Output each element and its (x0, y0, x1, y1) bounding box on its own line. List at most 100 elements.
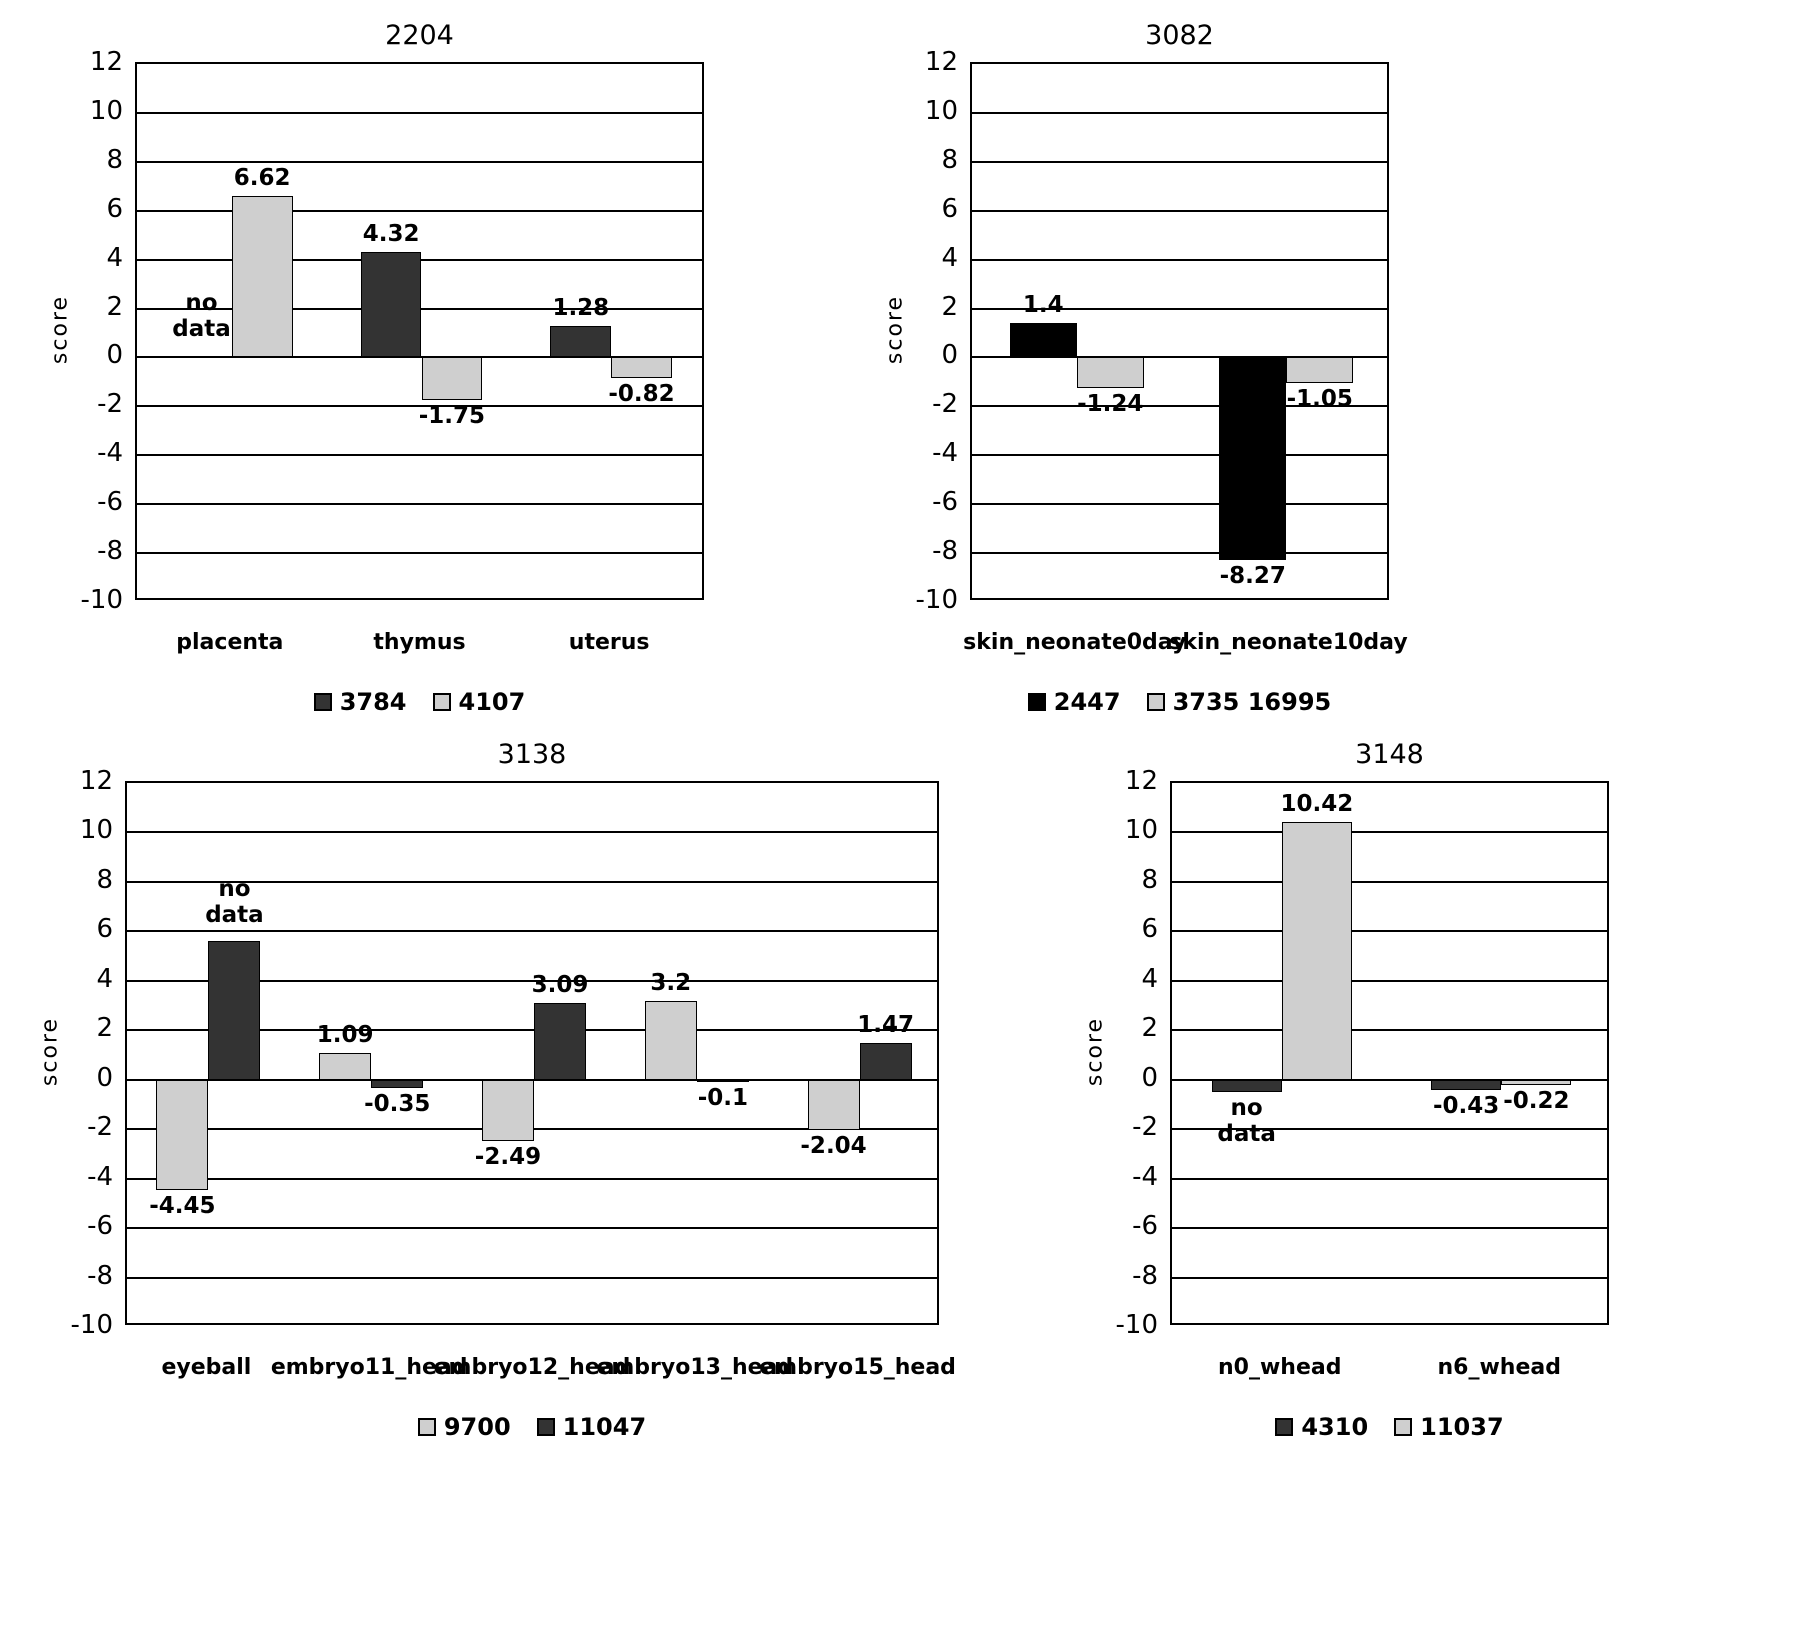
gridline (1172, 1227, 1607, 1230)
legend: 3784 4107 (135, 688, 704, 716)
chart-title: 3148 (1355, 739, 1424, 770)
legend-series-label: 4107 (458, 688, 526, 716)
bar (550, 326, 612, 358)
y-tick-label: -10 (1115, 1310, 1158, 1340)
y-tick-label: 2 (96, 1013, 113, 1044)
gridline (137, 111, 702, 114)
legend-item: 4310 (1275, 1413, 1368, 1441)
legend-swatch (1027, 693, 1046, 711)
gridline (972, 209, 1387, 212)
bar (859, 1043, 912, 1080)
bar (371, 1079, 424, 1089)
y-tick-label: -6 (97, 487, 123, 518)
bar-value-label: -2.49 (474, 1144, 542, 1171)
bar-value-label: -0.22 (1503, 1088, 1570, 1115)
bar-value-label: 1.4 (1022, 292, 1064, 319)
bar (1286, 357, 1354, 384)
y-tick-label: 2 (1141, 1013, 1158, 1044)
y-tick-label: 2 (106, 291, 123, 322)
chart-title: 3138 (497, 739, 567, 770)
gridline (972, 454, 1387, 457)
gridline (127, 1276, 937, 1279)
bar-value-label: -1.05 (1286, 386, 1353, 413)
legend-swatch (1275, 1418, 1294, 1436)
legend-series-label: 9700 (443, 1413, 511, 1441)
legend-series-label: 3784 (339, 688, 407, 716)
bar-value-label: 1.47 (857, 1012, 915, 1039)
y-tick-label: 0 (941, 340, 958, 371)
bar-value-label: 1.09 (316, 1021, 374, 1048)
y-tick-label: 8 (1141, 864, 1158, 895)
y-tick-label: 2 (941, 291, 958, 322)
gridline (972, 307, 1387, 310)
y-tick-label: 0 (96, 1062, 113, 1093)
bar-value-label: 3.09 (531, 972, 589, 999)
legend: 4310 11037 (1170, 1413, 1609, 1441)
y-tick-label: 0 (106, 340, 123, 371)
legend-series-label: 4310 (1301, 1413, 1369, 1441)
gridline (972, 356, 1387, 359)
gridline (137, 209, 702, 212)
y-tick-label: -2 (97, 389, 123, 420)
y-tick-label: 6 (96, 914, 113, 945)
gridline (1172, 1128, 1607, 1131)
gridline (972, 552, 1387, 555)
y-tick-label: 10 (1124, 815, 1158, 846)
y-tick-label: -6 (932, 487, 958, 518)
bar-value-label: 10.42 (1280, 791, 1354, 818)
gridline (137, 356, 702, 359)
gridline (972, 258, 1387, 261)
x-category-label: thymus (373, 630, 466, 655)
y-tick-label: 4 (106, 242, 123, 273)
gridline (127, 1029, 937, 1032)
bar-value-label: 1.28 (552, 295, 610, 322)
y-tick-label: -10 (70, 1310, 113, 1340)
bar-value-label: 4.32 (362, 220, 420, 247)
bar (1211, 1079, 1282, 1093)
bar (644, 1000, 697, 1080)
bar (208, 941, 261, 1080)
bar-value-label: -0.82 (608, 380, 675, 407)
gridline (1172, 1029, 1607, 1032)
y-tick-label: -4 (1132, 1161, 1158, 1192)
y-tick-label: 6 (1141, 914, 1158, 945)
bar-value-label: -8.27 (1219, 562, 1286, 589)
bar (481, 1079, 534, 1142)
y-tick-label: 8 (941, 144, 958, 175)
legend-swatch (1146, 693, 1165, 711)
gridline (127, 831, 937, 834)
plot-area: no data 10.42 -0.43 -0.22 (1170, 781, 1609, 1325)
legend-series-label: 2447 (1053, 688, 1121, 716)
bar (1009, 323, 1077, 358)
legend-swatch (313, 693, 332, 711)
bar-value-label: -0.35 (364, 1091, 431, 1118)
legend-item: 11047 (536, 1413, 646, 1441)
legend-item: 4107 (432, 688, 526, 716)
bar (1501, 1079, 1572, 1086)
gridline (137, 552, 702, 555)
gridline (137, 405, 702, 408)
x-category-label: n6_whead (1437, 1355, 1561, 1380)
legend-series-label: 11037 (1420, 1413, 1504, 1441)
gridline (972, 111, 1387, 114)
y-tick-label: -2 (1132, 1112, 1158, 1143)
chart-3138: 3138 score -4.45 no data 1.09 -0.35 -2.49 3.0… (38, 731, 970, 1631)
bar (231, 195, 293, 358)
legend-item: 3784 (313, 688, 407, 716)
y-tick-label: 10 (89, 95, 123, 126)
bar-value-label: no data (1217, 1095, 1276, 1147)
y-tick-label: -6 (1132, 1211, 1158, 1242)
gridline (127, 880, 937, 883)
y-tick-label: -4 (97, 438, 123, 469)
gridline (137, 454, 702, 457)
gridline (127, 1227, 937, 1230)
legend-item: 11037 (1394, 1413, 1504, 1441)
gridline (1172, 1177, 1607, 1180)
bar-value-label: 6.62 (233, 164, 291, 191)
gridline (1172, 930, 1607, 933)
legend: 9700 11047 (125, 1413, 939, 1441)
y-tick-label: -6 (87, 1211, 113, 1242)
chart-title: 2204 (385, 20, 454, 51)
chart-3082: 3082 score 1.4 -1.24 -8.27 -1.05 2447 3735 1… (880, 16, 1630, 728)
bar-value-label: -2.04 (800, 1133, 867, 1160)
